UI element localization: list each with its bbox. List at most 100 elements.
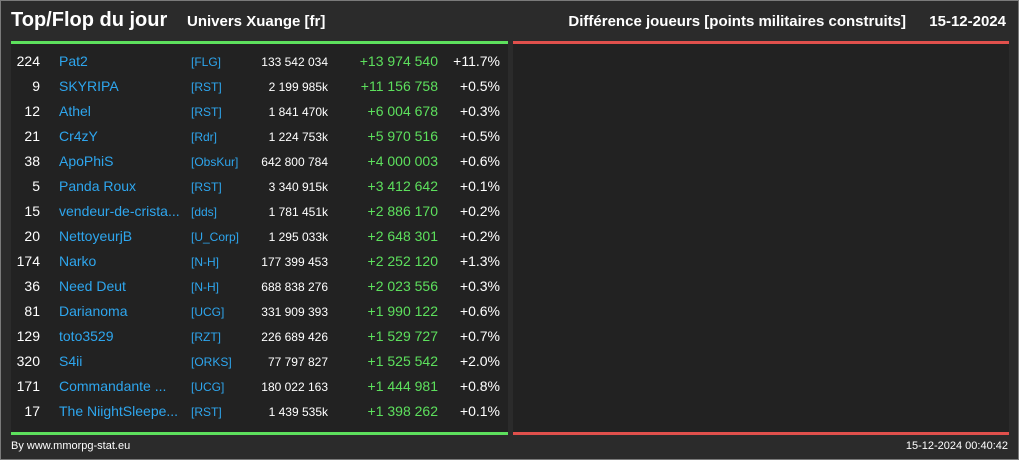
player-name-link[interactable]: vendeur-de-crista... <box>59 203 180 219</box>
alliance-tag-link[interactable]: [Rdr] <box>191 130 218 144</box>
footer-timestamp: 15-12-2024 00:40:42 <box>905 440 1008 452</box>
top-panel: 224 Pat2 [FLG] 133 542 034 +13 974 540 +11.7%… <box>11 41 508 435</box>
points-difference: +1 444 981 <box>367 378 438 394</box>
points-difference: +1 525 542 <box>367 353 438 369</box>
points-difference: +6 004 678 <box>367 103 438 119</box>
alliance-tag-link[interactable]: [UCG] <box>191 305 225 319</box>
player-name-link[interactable]: NettoyeurjB <box>59 228 133 244</box>
player-name-link[interactable]: SKYRIPA <box>59 78 119 94</box>
alliance-tag-link[interactable]: [RST] <box>191 180 222 194</box>
alliance-tag-link[interactable]: [ORKS] <box>191 355 232 369</box>
player-points: 1 781 451k <box>268 205 328 219</box>
alliance-tag-link[interactable]: [RST] <box>191 105 222 119</box>
alliance-tag-link[interactable]: [FLG] <box>191 55 222 69</box>
player-rank: 38 <box>24 153 40 169</box>
player-points: 1 841 470k <box>268 105 328 119</box>
page-title: Top/Flop du jour <box>11 9 168 31</box>
points-difference: +11 156 758 <box>360 78 438 94</box>
player-rank: 21 <box>24 128 40 144</box>
alliance-tag-link[interactable]: [RZT] <box>191 330 221 344</box>
alliance-tag-link[interactable]: [N-H] <box>191 255 219 269</box>
table-row: 17 The NiightSleepe... [RST] 1 439 535k +1 3… <box>11 399 508 424</box>
player-points: 2 199 985k <box>268 80 328 94</box>
percent-change: +0.1% <box>459 403 500 419</box>
percent-change: +2.0% <box>459 353 500 369</box>
player-name-link[interactable]: The NiightSleepe... <box>59 403 179 419</box>
percent-change: +0.3% <box>459 278 500 294</box>
player-points: 688 838 276 <box>261 280 328 294</box>
percent-change: +0.3% <box>459 103 500 119</box>
player-rank: 9 <box>32 78 40 94</box>
player-name-link[interactable]: Panda Roux <box>59 178 137 194</box>
player-name-link[interactable]: Darianoma <box>59 303 128 319</box>
player-rank: 5 <box>32 178 40 194</box>
points-difference: +2 648 301 <box>367 228 438 244</box>
player-rank: 15 <box>24 203 40 219</box>
top-player-list: 224 Pat2 [FLG] 133 542 034 +13 974 540 +11.7%… <box>11 49 508 424</box>
table-row: 174 Narko [N-H] 177 399 453 +2 252 120 +1.3% <box>11 249 508 274</box>
player-name-link[interactable]: Need Deut <box>59 278 126 294</box>
flop-panel <box>513 41 1009 435</box>
player-rank: 12 <box>24 103 40 119</box>
table-row: 224 Pat2 [FLG] 133 542 034 +13 974 540 +11.7% <box>11 49 508 74</box>
player-rank: 36 <box>24 278 40 294</box>
points-difference: +1 398 262 <box>367 403 438 419</box>
player-rank: 224 <box>16 53 40 69</box>
points-difference: +2 023 556 <box>367 278 438 294</box>
percent-change: +11.7% <box>453 53 500 69</box>
player-rank: 171 <box>16 378 40 394</box>
points-difference: +1 990 122 <box>367 303 438 319</box>
table-row: 129 toto3529 [RZT] 226 689 426 +1 529 727 +0.… <box>11 324 508 349</box>
player-points: 177 399 453 <box>261 255 328 269</box>
alliance-tag-link[interactable]: [N-H] <box>191 280 219 294</box>
percent-change: +0.6% <box>459 153 500 169</box>
player-name-link[interactable]: S4ii <box>59 353 83 369</box>
table-row: 21 Cr4zY [Rdr] 1 224 753k +5 970 516 +0.5% <box>11 124 508 149</box>
points-difference: +3 412 642 <box>367 178 438 194</box>
player-name-link[interactable]: Cr4zY <box>59 128 98 144</box>
header: Top/Flop du jour Univers Xuange [fr] Dif… <box>1 1 1018 41</box>
percent-change: +0.1% <box>459 178 500 194</box>
player-points: 226 689 426 <box>261 330 328 344</box>
header-date: 15-12-2024 <box>929 13 1006 30</box>
alliance-tag-link[interactable]: [dds] <box>191 205 218 219</box>
player-name-link[interactable]: ApoPhiS <box>59 153 114 169</box>
player-points: 1 439 535k <box>268 405 328 419</box>
player-name-link[interactable]: Narko <box>59 253 97 269</box>
player-rank: 20 <box>24 228 40 244</box>
points-difference: +2 252 120 <box>367 253 438 269</box>
player-name-link[interactable]: Athel <box>59 103 91 119</box>
alliance-tag-link[interactable]: [UCG] <box>191 380 225 394</box>
points-difference: +4 000 003 <box>367 153 438 169</box>
player-points: 1 295 033k <box>268 230 328 244</box>
percent-change: +0.5% <box>459 78 500 94</box>
alliance-tag-link[interactable]: [U_Corp] <box>191 230 240 244</box>
points-difference: +5 970 516 <box>367 128 438 144</box>
player-points: 331 909 393 <box>261 305 328 319</box>
player-name-link[interactable]: Pat2 <box>59 53 88 69</box>
percent-change: +0.5% <box>459 128 500 144</box>
percent-change: +0.8% <box>459 378 500 394</box>
player-rank: 17 <box>24 403 40 419</box>
alliance-tag-link[interactable]: [ObsKur] <box>191 155 239 169</box>
player-points: 77 797 827 <box>267 355 328 369</box>
table-row: 15 vendeur-de-crista... [dds] 1 781 451k +2 … <box>11 199 508 224</box>
table-row: 36 Need Deut [N-H] 688 838 276 +2 023 556 +0.… <box>11 274 508 299</box>
player-rank: 320 <box>16 353 40 369</box>
points-difference: +1 529 727 <box>367 328 438 344</box>
alliance-tag-link[interactable]: [RST] <box>191 405 222 419</box>
percent-change: +0.2% <box>459 228 500 244</box>
player-points: 180 022 163 <box>261 380 328 394</box>
player-name-link[interactable]: toto3529 <box>59 328 114 344</box>
table-row: 81 Darianoma [UCG] 331 909 393 +1 990 122 +0.… <box>11 299 508 324</box>
player-name-link[interactable]: Commandante ... <box>59 378 167 394</box>
table-row: 12 Athel [RST] 1 841 470k +6 004 678 +0.3% <box>11 99 508 124</box>
alliance-tag-link[interactable]: [RST] <box>191 80 222 94</box>
player-points: 642 800 784 <box>261 155 328 169</box>
footer-credit: By www.mmorpg-stat.eu <box>11 440 131 452</box>
table-row: 9 SKYRIPA [RST] 2 199 985k +11 156 758 +0.5% <box>11 74 508 99</box>
player-points: 3 340 915k <box>268 180 328 194</box>
universe-label: Univers Xuange [fr] <box>187 13 326 30</box>
table-row: 20 NettoyeurjB [U_Corp] 1 295 033k +2 648 30… <box>11 224 508 249</box>
